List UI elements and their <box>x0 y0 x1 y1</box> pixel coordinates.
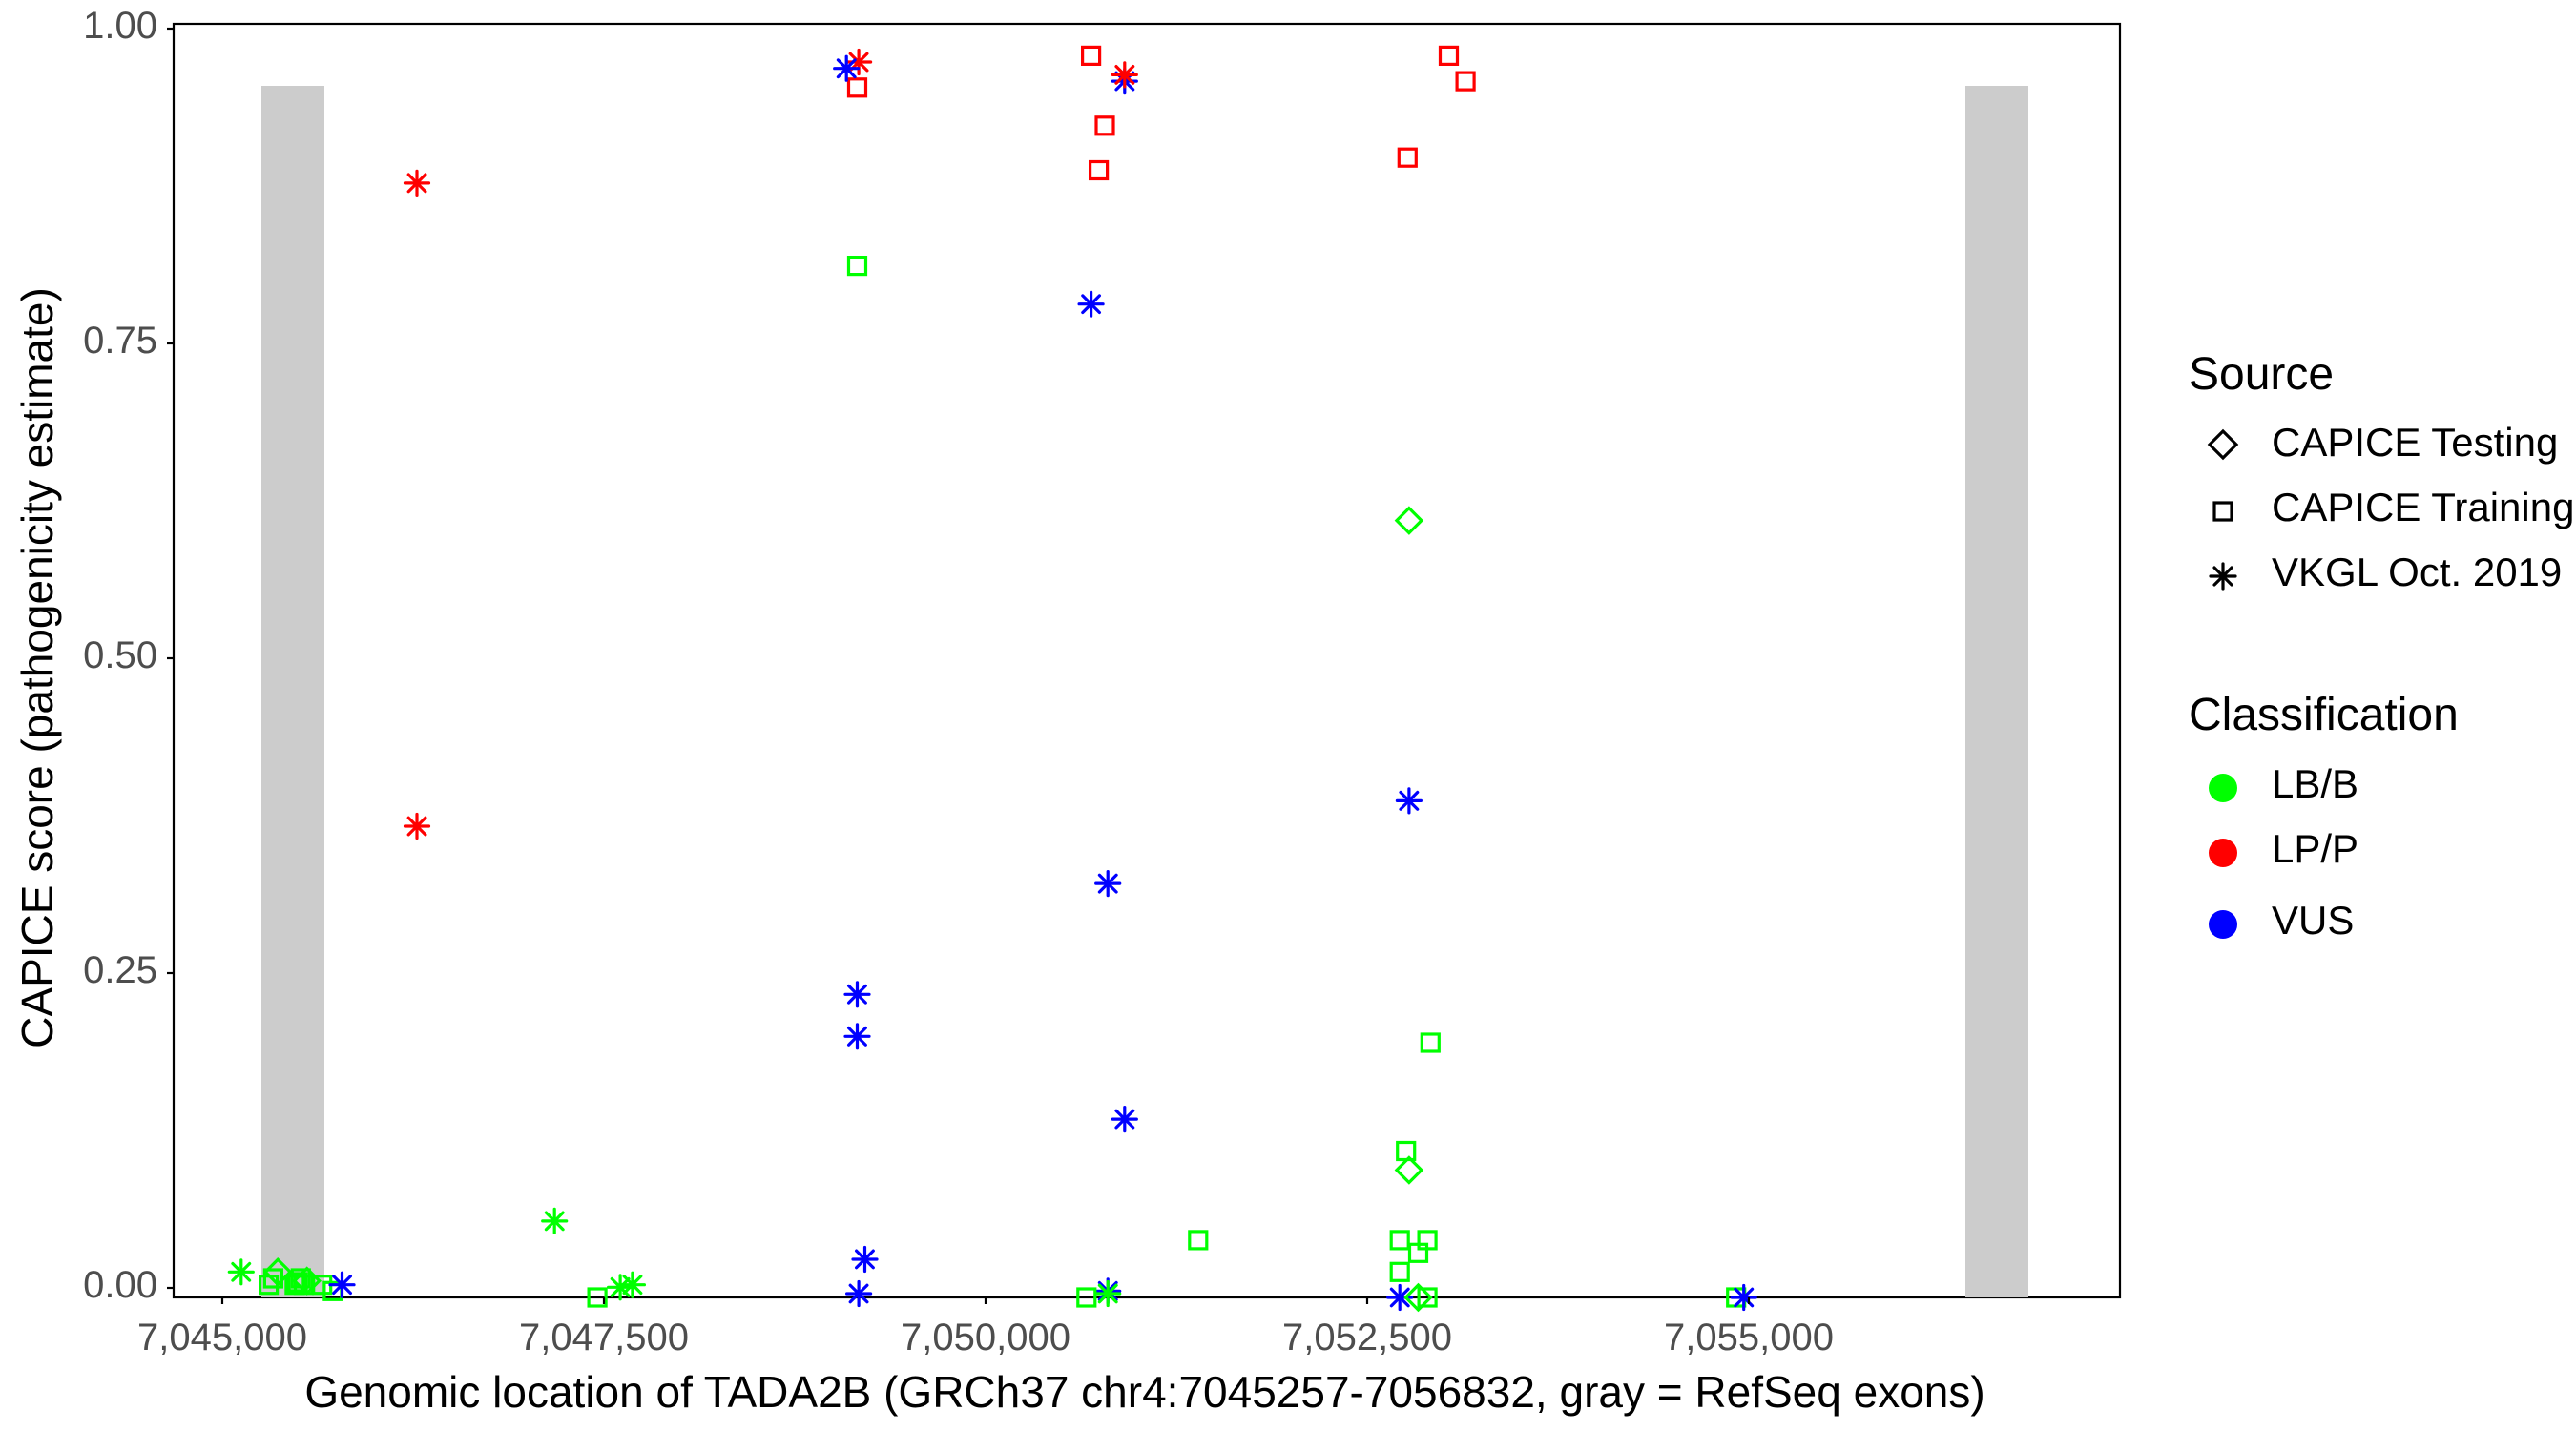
svg-text:VKGL Oct. 2019: VKGL Oct. 2019 <box>2272 550 2562 594</box>
svg-text:7,050,000: 7,050,000 <box>901 1317 1070 1358</box>
svg-text:7,047,500: 7,047,500 <box>519 1317 689 1358</box>
svg-text:1.00: 1.00 <box>83 5 157 47</box>
svg-text:0.75: 0.75 <box>83 320 157 362</box>
svg-text:CAPICE Testing: CAPICE Testing <box>2272 420 2558 465</box>
svg-text:Source: Source <box>2189 349 2334 400</box>
svg-text:LP/P: LP/P <box>2272 826 2358 871</box>
svg-text:CAPICE Training: CAPICE Training <box>2272 485 2574 529</box>
svg-text:7,045,000: 7,045,000 <box>137 1317 307 1358</box>
svg-text:LB/B: LB/B <box>2272 761 2358 806</box>
svg-text:7,055,000: 7,055,000 <box>1664 1317 1834 1358</box>
svg-text:CAPICE score (pathogenicity es: CAPICE score (pathogenicity estimate) <box>12 287 62 1048</box>
svg-text:VUS: VUS <box>2272 898 2354 943</box>
svg-text:Genomic location of TADA2B (GR: Genomic location of TADA2B (GRCh37 chr4:… <box>304 1367 1984 1417</box>
svg-text:0.25: 0.25 <box>83 949 157 991</box>
svg-text:0.00: 0.00 <box>83 1264 157 1306</box>
svg-text:0.50: 0.50 <box>83 634 157 676</box>
svg-text:Classification: Classification <box>2189 690 2459 740</box>
svg-text:7,052,500: 7,052,500 <box>1282 1317 1452 1358</box>
